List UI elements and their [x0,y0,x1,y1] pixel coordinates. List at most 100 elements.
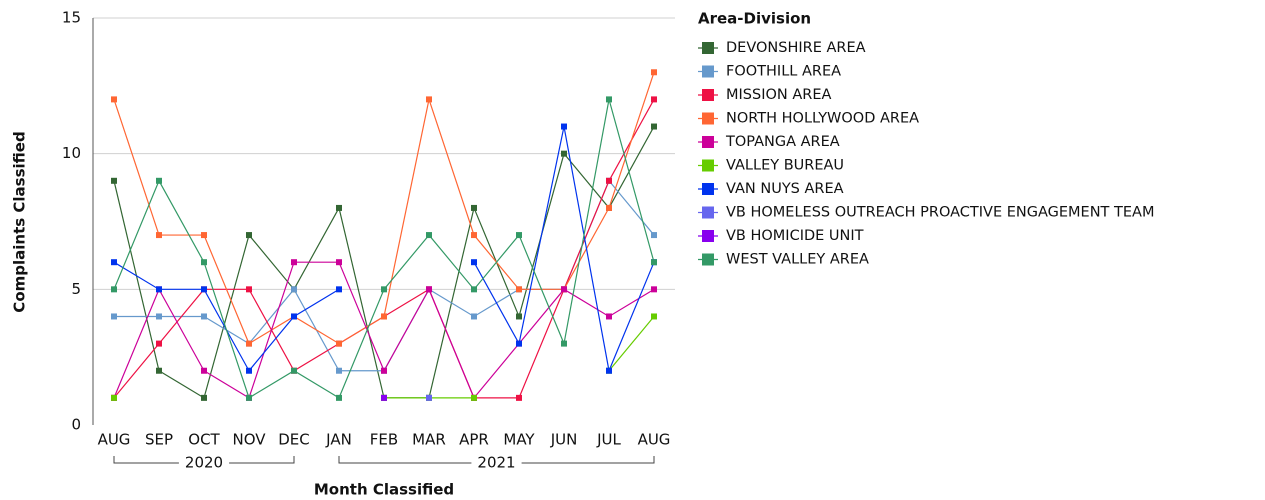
series-marker [291,313,297,320]
series-marker [471,313,477,320]
series-marker [201,367,207,374]
legend-marker [702,136,714,148]
series-marker [606,96,612,103]
series-line [113,99,655,399]
series-marker [111,177,117,184]
x-tick-label: SEP [145,431,173,449]
legend-marker [702,206,714,219]
series-marker [246,367,252,374]
series-marker [651,232,657,239]
series-marker [471,259,477,266]
legend-label: TOPANGA AREA [725,134,840,150]
legend-label: VAN NUYS AREA [726,181,844,197]
series-marker [516,394,522,401]
series-marker [381,313,387,320]
series-marker [561,150,567,157]
y-tick-label: 10 [62,144,81,162]
legend-label: VALLEY BUREAU [726,158,844,174]
series-marker [111,286,117,293]
series-marker [651,69,657,76]
legend-marker [702,183,714,195]
series-marker [381,394,387,401]
series-marker [156,232,162,239]
group-label: 2020 [185,454,223,472]
series-line [384,316,655,399]
series-marker [246,286,252,293]
series-marker [246,394,252,401]
series-marker [111,259,117,266]
series-marker [381,286,387,293]
x-axis-title: Month Classified [314,481,454,499]
legend-marker [702,253,714,266]
series-marker [426,394,432,401]
series-line [113,99,655,399]
series-marker [561,123,567,130]
series-marker [336,394,342,401]
legend-label: MISSION AREA [726,87,831,103]
y-axis-title: Complaints Classified [11,131,29,312]
series-marker [471,286,477,293]
y-tick-label: 15 [62,9,81,27]
series-marker [651,313,657,320]
series-marker [471,232,477,239]
y-tick-label: 0 [71,416,81,434]
series-marker [651,96,657,103]
series-marker [156,286,162,293]
group-label: 2021 [477,454,515,472]
x-tick-label: AUG [98,431,131,449]
series-marker [426,286,432,293]
series-marker [201,259,207,266]
series-line [113,261,655,400]
series-marker [201,232,207,239]
series-marker [471,204,477,211]
x-tick-label: MAY [503,431,535,449]
legend-label: DEVONSHIRE AREA [726,40,866,56]
series-marker [291,367,297,374]
x-tick-label: APR [459,431,489,449]
series-marker [336,204,342,211]
group-bracket [338,456,655,464]
legend-marker [702,112,714,125]
legend-marker [702,89,714,101]
series-marker [606,177,612,184]
x-tick-label: JUL [596,431,621,449]
series-line [114,179,655,372]
legend-marker [702,65,714,78]
x-tick-label: JUN [550,431,578,449]
series-marker [201,313,207,320]
series-marker [336,286,342,293]
legend-label: FOOTHILL AREA [726,64,841,80]
series-marker [471,394,477,401]
legend-label: VB HOMICIDE UNIT [726,228,864,244]
series-marker [561,340,567,347]
legend-label: NORTH HOLLYWOOD AREA [726,111,919,127]
series-marker [291,286,297,293]
series-marker [111,313,117,320]
legend-marker [702,42,714,54]
series-marker [516,340,522,347]
x-tick-label: AUG [638,431,671,449]
series-marker [156,340,162,347]
x-tick-label: FEB [370,431,398,449]
series-marker [381,367,387,374]
x-tick-label: OCT [188,431,220,449]
series-marker [606,204,612,211]
series-marker [651,123,657,130]
x-tick-label: JAN [325,431,352,449]
legend-title: Area-Division [698,10,811,28]
series-marker [606,313,612,320]
series-marker [111,96,117,103]
series-marker [291,259,297,266]
group-bracket [113,456,295,464]
series-marker [201,394,207,401]
series-line [113,126,655,399]
x-tick-label: NOV [232,431,266,449]
series-marker [156,313,162,320]
series-marker [651,259,657,266]
legend-label: VB HOMELESS OUTREACH PROACTIVE ENGAGEMEN… [726,205,1154,221]
series-marker [426,96,432,103]
series-marker [336,340,342,347]
legend-label: WEST VALLEY AREA [726,252,869,268]
series-marker [426,232,432,239]
series-marker [156,367,162,374]
